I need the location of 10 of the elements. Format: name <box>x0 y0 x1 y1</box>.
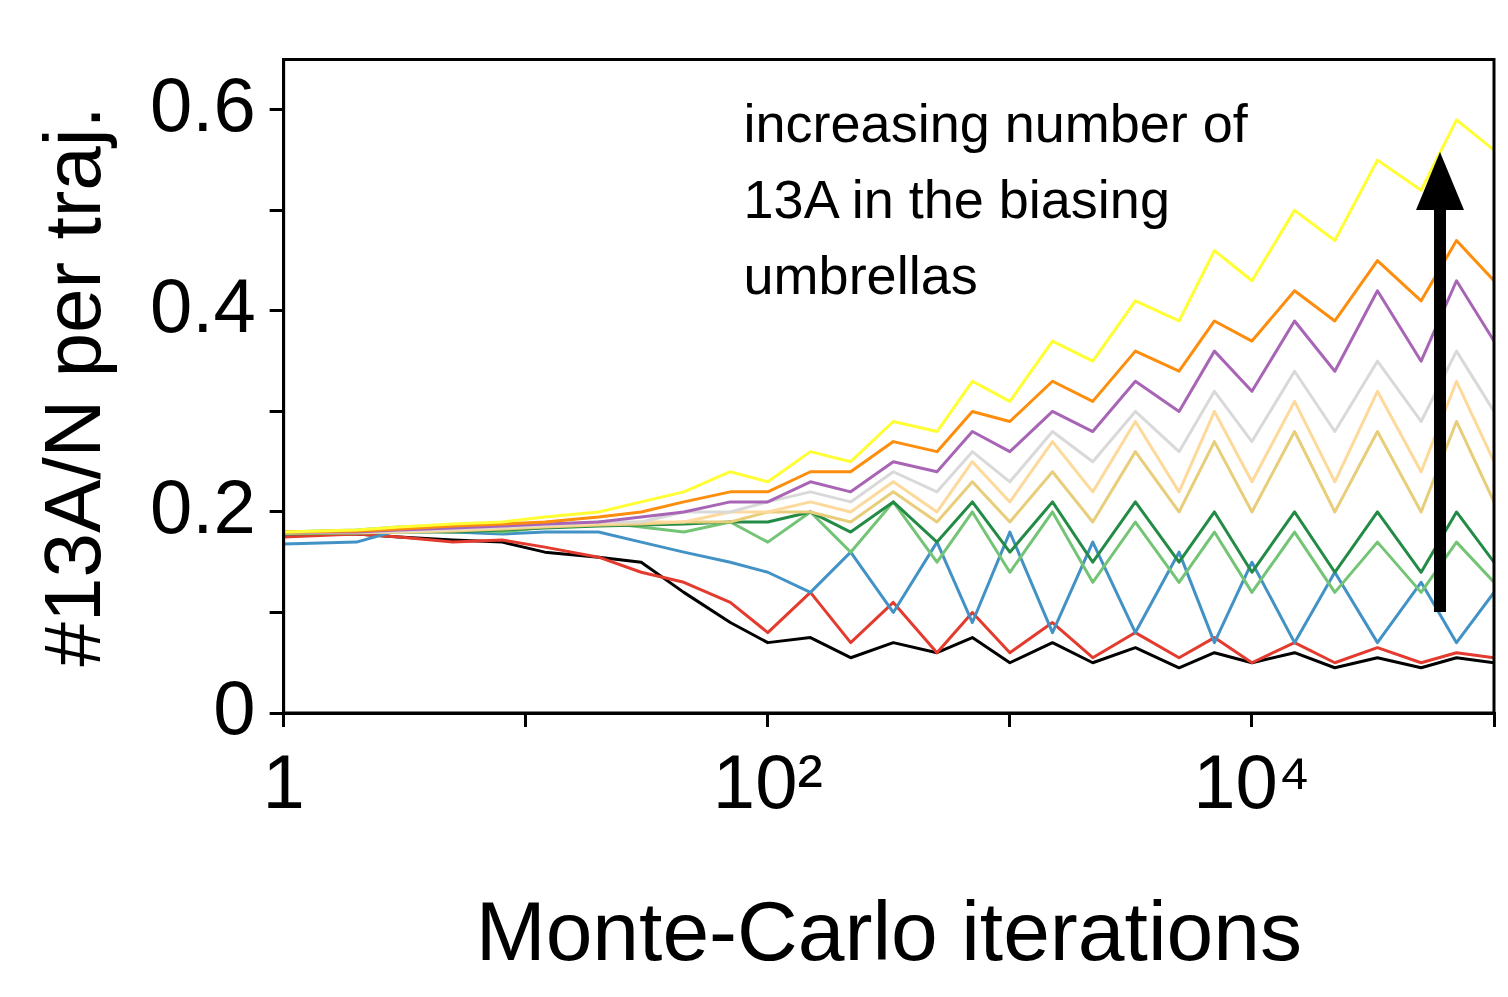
x-tick-label: 1 <box>262 738 305 824</box>
y-tick-label: 0.6 <box>149 61 256 147</box>
y-tick-label: 0 <box>213 664 256 750</box>
y-axis-title: #13A/N per traj. <box>28 106 118 667</box>
x-axis-title: Monte-Carlo iterations <box>475 883 1302 978</box>
annotation: increasing number of 13A in the biasing umbrellas <box>743 91 1249 307</box>
y-tick-label: 0.2 <box>149 463 256 549</box>
x-tick-label: 10⁴ <box>1193 738 1311 824</box>
y-tick-label: 0.4 <box>149 262 256 348</box>
x-tick-label: 10² <box>712 738 823 824</box>
